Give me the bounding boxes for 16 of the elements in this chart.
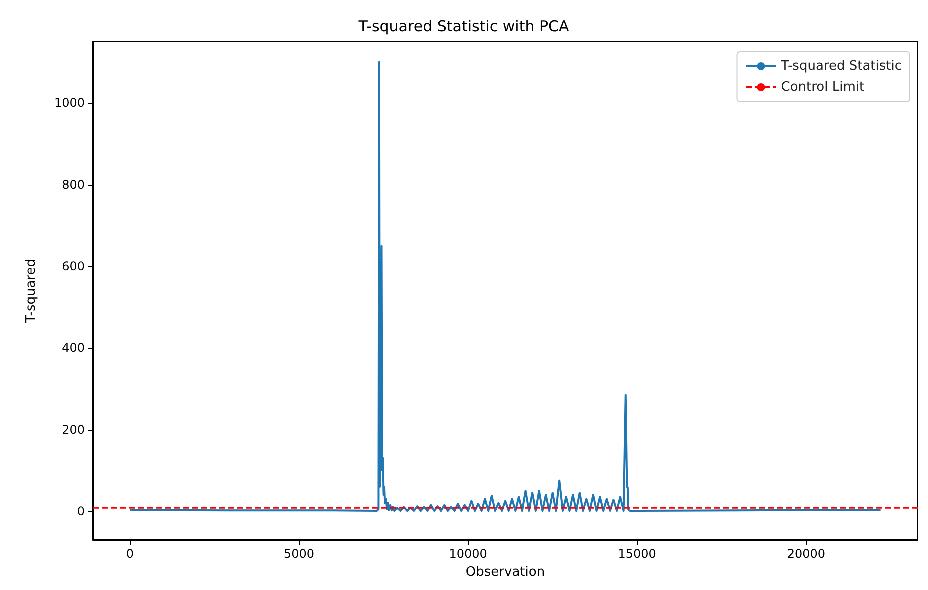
y-tick-label: 600 [62, 260, 85, 274]
y-axis-title: T-squared [24, 259, 39, 324]
y-tick-label: 200 [62, 422, 85, 437]
x-tick-label: 0 [126, 547, 134, 561]
x-tick-label: 20000 [787, 547, 826, 561]
legend-label: Control Limit [781, 80, 865, 95]
y-tick-label: 800 [62, 178, 85, 192]
y-tick-label: 0 [77, 504, 85, 518]
y-tick-label: 1000 [54, 96, 85, 110]
legend-label: T-squared Statistic [780, 59, 902, 74]
y-tick-label: 400 [62, 341, 85, 356]
x-tick-label: 15000 [618, 547, 656, 561]
x-tick-label: 10000 [449, 547, 488, 561]
x-axis-title: Observation [466, 565, 546, 580]
chart-title: T-squared Statistic with PCA [358, 18, 570, 36]
x-tick-label: 5000 [284, 547, 315, 561]
